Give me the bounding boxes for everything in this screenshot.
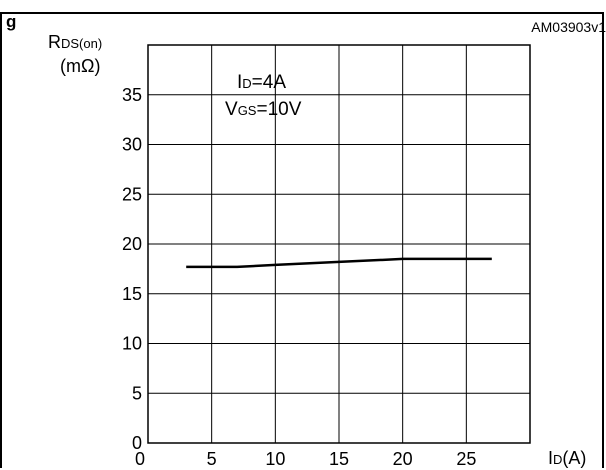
x-tick-label-20: 20 <box>393 449 413 469</box>
series-layer <box>186 257 492 269</box>
x-tick-label-5: 5 <box>207 449 217 469</box>
x-tick-label-0: 0 <box>135 449 145 469</box>
y-tick-labels: 0 5 10 15 20 25 30 35 <box>122 85 142 453</box>
y-tick-label-25: 25 <box>122 184 142 204</box>
y-axis-label-main: R <box>48 32 61 52</box>
grid-lines <box>148 45 530 443</box>
series-line-0 <box>186 257 492 269</box>
y-axis-label-subscript: DS(on) <box>61 36 102 51</box>
annotation-gate-source-voltage: VGS=10V <box>225 99 302 120</box>
y-axis-label: RDS(on) <box>48 32 102 52</box>
y-tick-label-35: 35 <box>122 85 142 105</box>
corner-code: AM03903v1 <box>531 19 606 35</box>
y-tick-label-15: 15 <box>122 284 142 304</box>
y-tick-label-30: 30 <box>122 135 142 155</box>
figure-header-fragment: g <box>6 12 17 31</box>
x-tick-labels: 0 5 10 15 20 25 <box>135 449 476 469</box>
y-tick-label-5: 5 <box>132 383 142 403</box>
y-tick-label-0: 0 <box>132 433 142 453</box>
y-axis-unit: (mΩ) <box>60 56 100 76</box>
annotation-drain-current: ID=4A <box>237 72 286 93</box>
y-tick-label-10: 10 <box>122 334 142 354</box>
x-axis-label-unit: (A) <box>562 448 586 468</box>
y-tick-label-20: 20 <box>122 234 142 254</box>
figure-frame: g <box>0 12 604 468</box>
x-axis-label: ID(A) <box>548 448 586 468</box>
x-tick-label-10: 10 <box>265 449 285 469</box>
x-axis-label-subscript: D <box>553 452 562 467</box>
x-axis-label-main: I <box>548 448 553 468</box>
x-tick-label-25: 25 <box>456 449 476 469</box>
x-tick-label-15: 15 <box>329 449 349 469</box>
plot-area <box>147 44 531 444</box>
